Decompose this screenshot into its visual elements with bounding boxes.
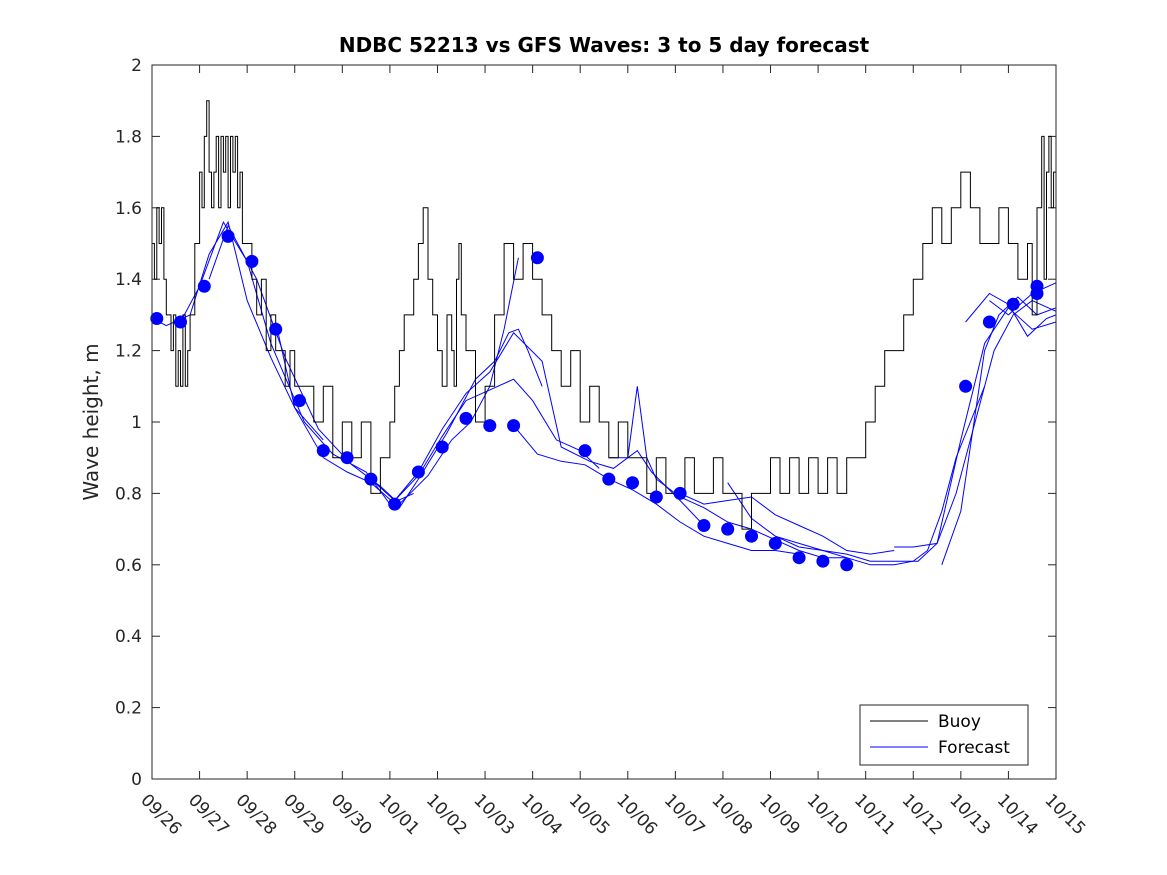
y-axis-ticks: 0 0.2 0.4 0.6 0.8 1 1.2 1.4 1.6 1.8 2 <box>115 56 1056 790</box>
forecast-marker <box>388 497 402 511</box>
legend-box <box>859 704 1029 766</box>
plot-frame <box>151 64 1057 780</box>
forecast-marker <box>483 419 497 433</box>
y-tick-label: 0.4 <box>115 627 142 647</box>
forecast-marker <box>459 411 473 425</box>
forecast-marker <box>174 315 187 329</box>
forecast-run-line <box>394 331 705 526</box>
y-tick-label: 1.8 <box>115 127 142 147</box>
forecast-run-line <box>180 220 414 505</box>
forecast-marker <box>816 554 830 568</box>
forecast-marker <box>768 536 782 550</box>
forecast-marker <box>507 419 521 433</box>
forecast-marker <box>435 440 449 454</box>
forecast-marker <box>197 279 211 293</box>
y-tick-label: 0.8 <box>115 484 142 504</box>
legend: Buoy Forecast <box>859 704 1029 766</box>
forecast-marker <box>340 451 354 465</box>
forecast-marker <box>602 472 616 486</box>
y-tick-label: 0 <box>131 770 142 790</box>
y-tick-label: 1.2 <box>115 342 142 362</box>
forecast-marker <box>221 229 235 243</box>
forecast-marker <box>150 312 164 325</box>
forecast-marker <box>411 465 425 479</box>
forecast-marker <box>840 558 854 572</box>
chart-title: NDBC 52213 vs GFS Waves: 3 to 5 day fore… <box>339 33 870 57</box>
y-tick-label: 2 <box>131 56 142 76</box>
series-layer <box>150 100 1057 572</box>
forecast-marker <box>626 476 639 490</box>
forecast-marker <box>293 394 306 408</box>
forecast-marker <box>982 315 996 329</box>
forecast-marker <box>745 529 758 543</box>
forecast-marker <box>959 379 973 393</box>
forecast-marker <box>673 486 687 500</box>
y-tick-label: 1.6 <box>115 199 142 219</box>
y-tick-label: 1 <box>131 413 142 433</box>
y-tick-label: 0.6 <box>115 556 142 576</box>
forecast-marker <box>316 444 330 458</box>
forecast-marker <box>697 519 711 532</box>
forecast-run-line <box>894 307 1057 548</box>
forecast-run-line <box>608 386 847 559</box>
forecast-marker <box>1030 287 1044 300</box>
forecast-marker <box>792 551 806 565</box>
forecast-run-line <box>775 300 1057 562</box>
forecast-run-line <box>989 282 1057 316</box>
forecast-run-line <box>370 378 600 502</box>
forecast-marker <box>245 254 259 268</box>
y-axis-label: Wave height, m <box>79 343 103 500</box>
forecast-run-line <box>513 425 800 555</box>
forecast-marker <box>269 322 283 336</box>
forecast-run-line <box>679 492 895 555</box>
forecast-marker <box>530 251 544 265</box>
forecast-marker <box>649 490 663 504</box>
legend-forecast-label: Forecast <box>938 738 1010 758</box>
legend-buoy-label: Buoy <box>938 712 981 732</box>
forecast-run-line <box>727 386 986 566</box>
forecast-marker <box>1006 297 1020 311</box>
y-tick-label: 0.2 <box>115 699 142 719</box>
forecast-marker <box>364 472 378 486</box>
forecast-run-line <box>275 321 543 509</box>
forecast-run-line <box>965 292 1057 338</box>
y-tick-label: 1.4 <box>115 270 142 290</box>
forecast-marker <box>578 444 592 458</box>
forecast-marker <box>721 522 735 536</box>
buoy-line <box>152 100 1057 530</box>
